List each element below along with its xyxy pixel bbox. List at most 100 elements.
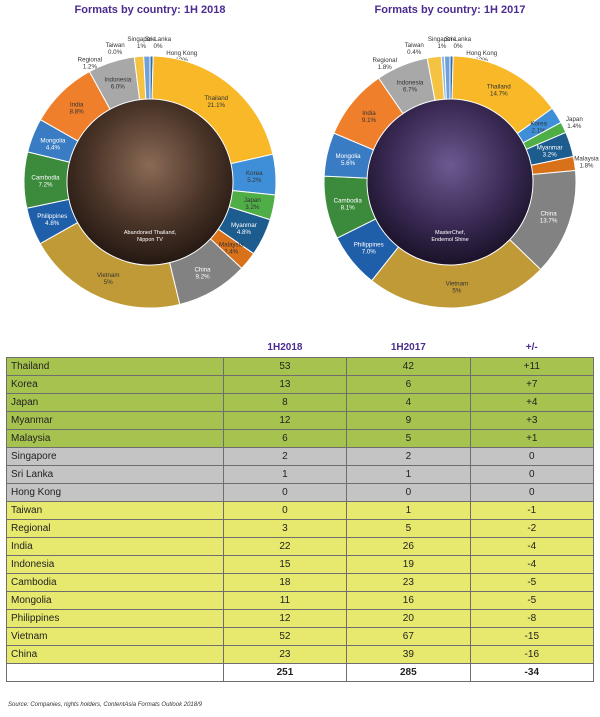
- label-india-2017: India: [362, 110, 376, 117]
- cell-country: Taiwan: [6, 501, 224, 520]
- value-indonesia-2018: 6.0%: [111, 84, 126, 91]
- cell-1h2017: 4: [346, 393, 471, 412]
- label-malaysia-2018: Malaysia: [219, 242, 244, 249]
- label-india-2018: India: [70, 102, 84, 109]
- value-vietnam-2018: 5%: [104, 279, 113, 286]
- cell-1h2018: 22: [222, 537, 348, 556]
- cell-1h2018: 23: [222, 645, 348, 664]
- donut-chart-2017: Formats by country: 1H 2017 Sri Lanka 0% H…: [300, 0, 600, 330]
- label-japan-2017: Japan: [566, 116, 583, 123]
- label-vietnam-2017: Vietnam: [446, 280, 469, 287]
- table-row: Japan 8 4 +4: [6, 393, 595, 412]
- cell-change: -5: [469, 573, 595, 592]
- cell-1h2017: 26: [346, 537, 471, 556]
- table-row: Sri Lanka 1 1 0: [6, 465, 595, 484]
- source-note: Source: Companies, rights holders, Conte…: [8, 702, 203, 708]
- cell-1h2018: 0: [222, 501, 348, 520]
- label-indonesia-2017: Indonesia: [397, 79, 424, 86]
- cell-change: -4: [469, 555, 595, 574]
- photo-2017: [367, 99, 533, 265]
- header-1h2018: 1H2018: [267, 341, 303, 353]
- value-philippines-2017: 7.0%: [362, 249, 377, 256]
- label-myanmar-2018: Myanmar: [231, 222, 257, 229]
- label-indonesia-2018: Indonesia: [104, 77, 131, 84]
- cell-change: -5: [469, 591, 595, 610]
- label-philippines-2017: Philippines: [354, 242, 384, 249]
- value-indonesia-2017: 6.7%: [403, 86, 418, 93]
- cell-change: +4: [469, 393, 595, 412]
- value-singapore-2018: 1%: [137, 43, 146, 50]
- table-row: Malaysia 6 5 +1: [6, 429, 595, 448]
- value-taiwan-2018: 0.0%: [108, 49, 123, 56]
- cell-country: Sri Lanka: [6, 465, 224, 484]
- cell-1h2017: 23: [346, 573, 471, 592]
- cell-change: +7: [469, 375, 595, 394]
- cell-1h2018: 12: [222, 609, 348, 628]
- table-row: Indonesia 15 19 -4: [6, 555, 595, 574]
- cell-change: +1: [469, 429, 595, 448]
- label-hong-kong-2018: Hong Kong: [166, 50, 198, 57]
- cell-1h2018: 11: [222, 591, 348, 610]
- value-malaysia-2017: 1.8%: [579, 163, 594, 170]
- cell-1h2017: 5: [346, 429, 471, 448]
- cell-1h2017: 5: [346, 519, 471, 538]
- value-philippines-2018: 4.8%: [45, 220, 60, 227]
- cell-country: India: [6, 537, 224, 556]
- chart-title-2017: Formats by country: 1H 2017: [374, 4, 526, 16]
- header-1h2017: 1H2017: [390, 341, 426, 353]
- table-row: Mongolia 11 16 -5: [6, 591, 595, 610]
- cell-change: 0: [469, 447, 595, 466]
- cell-1h2018: 8: [222, 393, 348, 412]
- label-taiwan-2018: Taiwan: [105, 42, 125, 49]
- cell-1h2017: 2: [346, 447, 471, 466]
- value-cambodia-2017: 8.1%: [341, 204, 356, 211]
- label-singapore-2018: Singapore: [127, 36, 156, 43]
- cell-1h2018: 1: [222, 465, 348, 484]
- cell-country: Malaysia: [6, 429, 224, 448]
- cell-country: Regional: [6, 519, 224, 538]
- value-china-2018: 9.2%: [195, 273, 210, 280]
- value-cambodia-2018: 7.2%: [38, 181, 53, 188]
- label-philippines-2018: Philippines: [37, 213, 67, 220]
- cell-country: Japan: [6, 393, 224, 412]
- table-row: Cambodia 18 23 -5: [6, 573, 595, 592]
- cell-change: 0: [469, 483, 595, 502]
- label-myanmar-2017: Myanmar: [537, 145, 563, 152]
- cell-change: +3: [469, 411, 595, 430]
- label-taiwan-2017: Taiwan: [405, 42, 425, 49]
- cell-country: Korea: [6, 375, 224, 394]
- photo-caption-2017: Endemol Shine: [431, 237, 468, 243]
- photo-caption-2017: MasterChef,: [435, 230, 465, 236]
- value-singapore-2017: 1%: [437, 43, 446, 50]
- cell-change: +11: [469, 357, 595, 376]
- label-japan-2018: Japan: [244, 197, 261, 204]
- cell-country: Singapore: [6, 447, 224, 466]
- cell-1h2017: 39: [346, 645, 471, 664]
- value-thailand-2017: 14.7%: [490, 91, 508, 98]
- cell-1h2018: 18: [222, 573, 348, 592]
- value-mongolia-2018: 4.4%: [46, 144, 61, 151]
- cell-change: -8: [469, 609, 595, 628]
- label-mongolia-2017: Mongolia: [336, 153, 362, 160]
- cell-1h2018: 2: [222, 447, 348, 466]
- label-cambodia-2018: Cambodia: [31, 174, 60, 181]
- table-row: Thailand 53 42 +11: [6, 357, 595, 376]
- table-row: India 22 26 -4: [6, 537, 595, 556]
- cell-country: Myanmar: [6, 411, 224, 430]
- cell-1h2017: 1: [346, 465, 471, 484]
- value-myanmar-2018: 4.8%: [237, 229, 252, 236]
- label-regional-2017: Regional: [373, 57, 397, 64]
- value-sri-lanka-2017: 0%: [454, 43, 463, 50]
- photo-caption-2018: Abandoned Thailand,: [124, 230, 177, 236]
- donut-chart-2018: Formats by country: 1H 2018 Sri Lanka 0% H…: [0, 0, 300, 330]
- value-regional-2017: 1.8%: [378, 64, 393, 71]
- value-thailand-2018: 21.1%: [207, 102, 225, 109]
- cell-1h2018: 15: [222, 555, 348, 574]
- cell-1h2018: 3: [222, 519, 348, 538]
- cell-1h2018: 52: [222, 627, 348, 646]
- slice-singapore-2017: [443, 55, 451, 100]
- header-country: [7, 337, 224, 358]
- label-sri-lanka-2017: Sri Lanka: [445, 36, 472, 43]
